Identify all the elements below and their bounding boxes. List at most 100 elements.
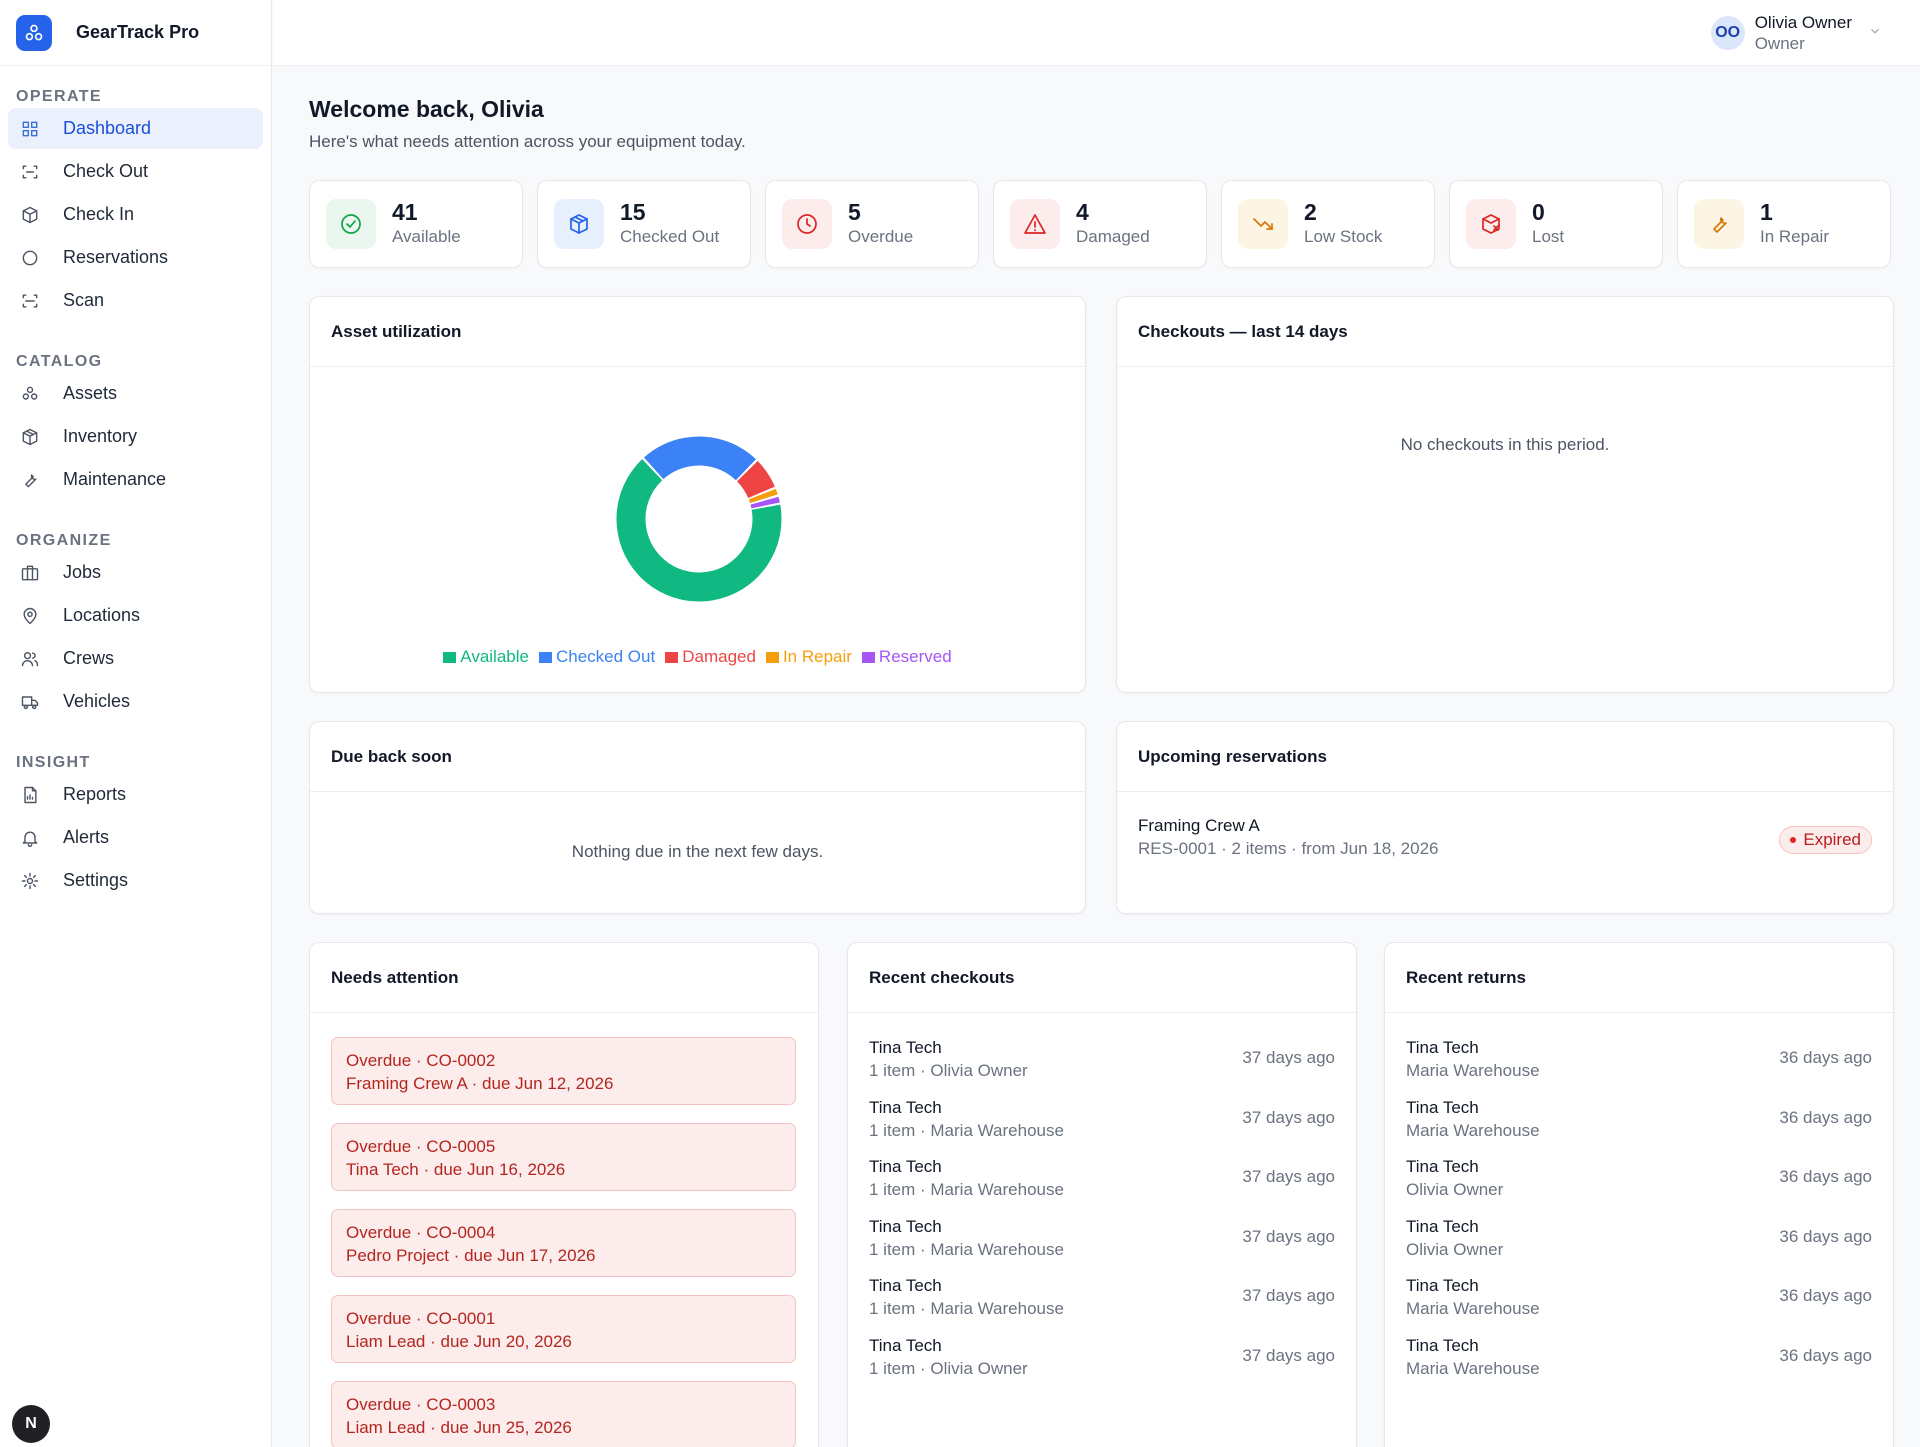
stat-value: 0 [1532, 199, 1545, 225]
user-name: Olivia Owner [1754, 13, 1852, 32]
card-title: Upcoming reservations [1117, 722, 1893, 792]
sidebar-item-scan[interactable]: Scan [8, 280, 263, 321]
sidebar-item-crews[interactable]: Crews [8, 638, 263, 679]
stat-card-checked-out[interactable]: 15 Checked Out [537, 180, 751, 268]
legend-item-damaged[interactable]: Damaged [665, 647, 756, 667]
reservation-item[interactable]: Framing Crew A RES-0001 · 2 items · from… [1138, 816, 1872, 859]
attention-detail: Framing Crew A · due Jun 12, 2026 [346, 1074, 614, 1093]
legend-item-in-repair[interactable]: In Repair [765, 647, 852, 667]
sidebar-item-alerts[interactable]: Alerts [8, 817, 263, 858]
list-item-name: Tina Tech [869, 1216, 942, 1236]
list-item-detail: 1 item · Maria Warehouse [869, 1299, 1064, 1319]
scan-out-icon [19, 161, 41, 183]
stat-card-available[interactable]: 41 Available [309, 180, 523, 268]
legend-label: Damaged [682, 647, 756, 666]
boxes-icon [19, 383, 41, 405]
list-item-time: 37 days ago [1242, 1286, 1335, 1306]
status-badge-label: Expired [1803, 830, 1861, 849]
help-fab-button[interactable]: N [12, 1405, 50, 1443]
checkouts-14-days-card: Checkouts — last 14 days No checkouts in… [1116, 296, 1894, 693]
reservation-name: Framing Crew A [1138, 816, 1260, 835]
list-item[interactable]: Tina Tech Olivia Owner 36 days ago [1406, 1156, 1872, 1210]
list-item[interactable]: Tina Tech 1 item · Maria Warehouse 37 days… [869, 1275, 1335, 1329]
page-title: Welcome back, Olivia [309, 96, 544, 122]
legend-item-checked-out[interactable]: Checked Out [538, 647, 655, 667]
sidebar-item-locations[interactable]: Locations [8, 595, 263, 636]
legend-item-available[interactable]: Available [443, 647, 529, 667]
list-item[interactable]: Tina Tech 1 item · Maria Warehouse 37 days… [869, 1156, 1335, 1210]
stat-card-low-stock[interactable]: 2 Low Stock [1221, 180, 1435, 268]
attention-item[interactable]: Overdue · CO-0003 Liam Lead · due Jun 25,… [331, 1381, 796, 1447]
stat-card-in-repair[interactable]: 1 In Repair [1677, 180, 1891, 268]
sidebar-item-reservations[interactable]: Reservations [8, 237, 263, 278]
sidebar-item-check-in[interactable]: Check In [8, 194, 263, 235]
sidebar-item-check-out[interactable]: Check Out [8, 151, 263, 192]
nav-section-operate: OPERATE Dashboard Check Out Check In Reserva… [0, 78, 271, 321]
legend-item-reserved[interactable]: Reserved [861, 647, 952, 667]
topbar: OO Olivia Owner Owner [273, 0, 1920, 66]
donut-slice-checked-out[interactable] [616, 436, 782, 602]
list-item-time: 36 days ago [1779, 1286, 1872, 1306]
list-item-name: Tina Tech [1406, 1097, 1479, 1117]
list-item[interactable]: Tina Tech Maria Warehouse 36 days ago [1406, 1275, 1872, 1329]
list-item[interactable]: Tina Tech 1 item · Olivia Owner 37 days ag… [869, 1335, 1335, 1389]
sidebar-item-settings[interactable]: Settings [8, 860, 263, 901]
list-item-name: Tina Tech [1406, 1276, 1479, 1296]
sidebar-item-label: Jobs [63, 562, 102, 582]
sidebar-item-dashboard[interactable]: Dashboard [8, 108, 263, 149]
legend-swatch [765, 651, 779, 663]
nav-section-label: ORGANIZE [16, 532, 112, 549]
brand-logo-icon [16, 14, 52, 51]
brand[interactable]: GearTrack Pro [0, 0, 271, 66]
sidebar-item-label: Check Out [63, 161, 149, 181]
list-item[interactable]: Tina Tech Olivia Owner 36 days ago [1406, 1216, 1872, 1270]
list-item-detail: Olivia Owner [1406, 1180, 1504, 1200]
legend-swatch [538, 651, 552, 663]
nav-section-label: OPERATE [16, 88, 102, 105]
list-item[interactable]: Tina Tech Maria Warehouse 36 days ago [1406, 1335, 1872, 1389]
legend-label: Reserved [878, 647, 952, 666]
sidebar-item-vehicles[interactable]: Vehicles [8, 681, 263, 722]
sidebar-item-label: Alerts [63, 827, 110, 847]
attention-item[interactable]: Overdue · CO-0002 Framing Crew A · due Ju… [331, 1037, 796, 1105]
list-item-time: 37 days ago [1242, 1048, 1335, 1067]
user-role: Owner [1754, 34, 1805, 53]
attention-title: Overdue · CO-0003 [346, 1395, 496, 1414]
sidebar-item-jobs[interactable]: Jobs [8, 552, 263, 593]
wrench-icon [1694, 199, 1744, 249]
list-item-detail: Maria Warehouse [1406, 1299, 1540, 1319]
stat-label: Overdue [848, 227, 914, 246]
stat-card-damaged[interactable]: 4 Damaged [993, 180, 1207, 268]
list-item-name: Tina Tech [869, 1276, 942, 1296]
list-item-name: Tina Tech [869, 1336, 942, 1355]
sidebar-item-maintenance[interactable]: Maintenance [8, 459, 263, 500]
sidebar-item-assets[interactable]: Assets [8, 373, 263, 414]
card-title: Recent checkouts [848, 943, 1356, 1013]
legend-label: Available [460, 647, 529, 666]
due-back-soon-card: Due back soon Nothing due in the next fe… [309, 721, 1086, 914]
card-title: Due back soon [310, 722, 1085, 792]
list-item[interactable]: Tina Tech 1 item · Olivia Owner 37 days ag… [869, 1037, 1335, 1091]
chevron-down-icon [1868, 24, 1882, 43]
sidebar-item-inventory[interactable]: Inventory [8, 416, 263, 457]
sidebar-item-reports[interactable]: Reports [8, 774, 263, 815]
wrench-icon [19, 469, 41, 491]
donut-slice-available[interactable] [616, 436, 782, 602]
list-item[interactable]: Tina Tech 1 item · Maria Warehouse 37 days… [869, 1097, 1335, 1151]
user-menu[interactable]: OO Olivia Owner Owner [1710, 12, 1882, 54]
stat-card-lost[interactable]: 0 Lost [1449, 180, 1663, 268]
stat-card-overdue[interactable]: 5 Overdue [765, 180, 979, 268]
attention-item[interactable]: Overdue · CO-0001 Liam Lead · due Jun 20,… [331, 1295, 796, 1363]
upcoming-reservations-card: Upcoming reservations Framing Crew A RES… [1116, 721, 1894, 914]
list-item[interactable]: Tina Tech 1 item · Maria Warehouse 37 days… [869, 1216, 1335, 1270]
legend-swatch [665, 651, 679, 663]
list-item[interactable]: Tina Tech Maria Warehouse 36 days ago [1406, 1037, 1872, 1091]
list-item-time: 37 days ago [1242, 1346, 1335, 1365]
attention-item[interactable]: Overdue · CO-0005 Tina Tech · due Jun 16,… [331, 1123, 796, 1191]
list-item[interactable]: Tina Tech Maria Warehouse 36 days ago [1406, 1097, 1872, 1151]
stat-label: Damaged [1076, 227, 1150, 246]
map-pin-icon [19, 605, 41, 627]
box-in-icon [19, 204, 41, 226]
attention-item[interactable]: Overdue · CO-0004 Pedro Project · due Jun… [331, 1209, 796, 1277]
sidebar-item-label: Inventory [63, 426, 138, 446]
